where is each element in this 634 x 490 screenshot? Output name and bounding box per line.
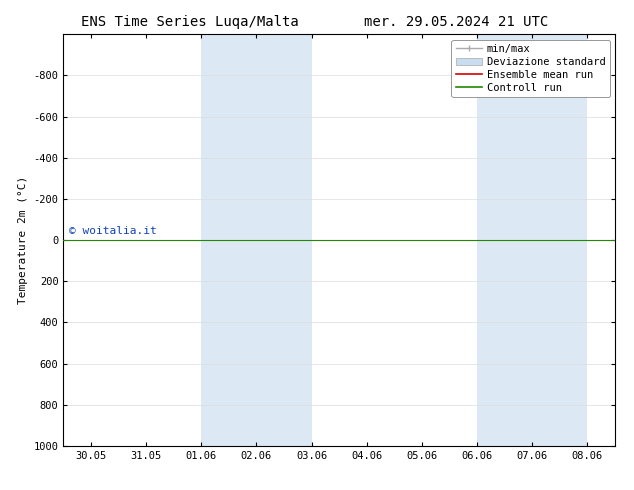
Bar — [202, 34, 312, 446]
Text: © woitalia.it: © woitalia.it — [69, 226, 157, 236]
Text: ENS Time Series Luqa/Malta: ENS Time Series Luqa/Malta — [81, 15, 299, 29]
Bar — [477, 34, 588, 446]
Legend: min/max, Deviazione standard, Ensemble mean run, Controll run: min/max, Deviazione standard, Ensemble m… — [451, 40, 610, 97]
Text: mer. 29.05.2024 21 UTC: mer. 29.05.2024 21 UTC — [365, 15, 548, 29]
Y-axis label: Temperature 2m (°C): Temperature 2m (°C) — [18, 176, 28, 304]
